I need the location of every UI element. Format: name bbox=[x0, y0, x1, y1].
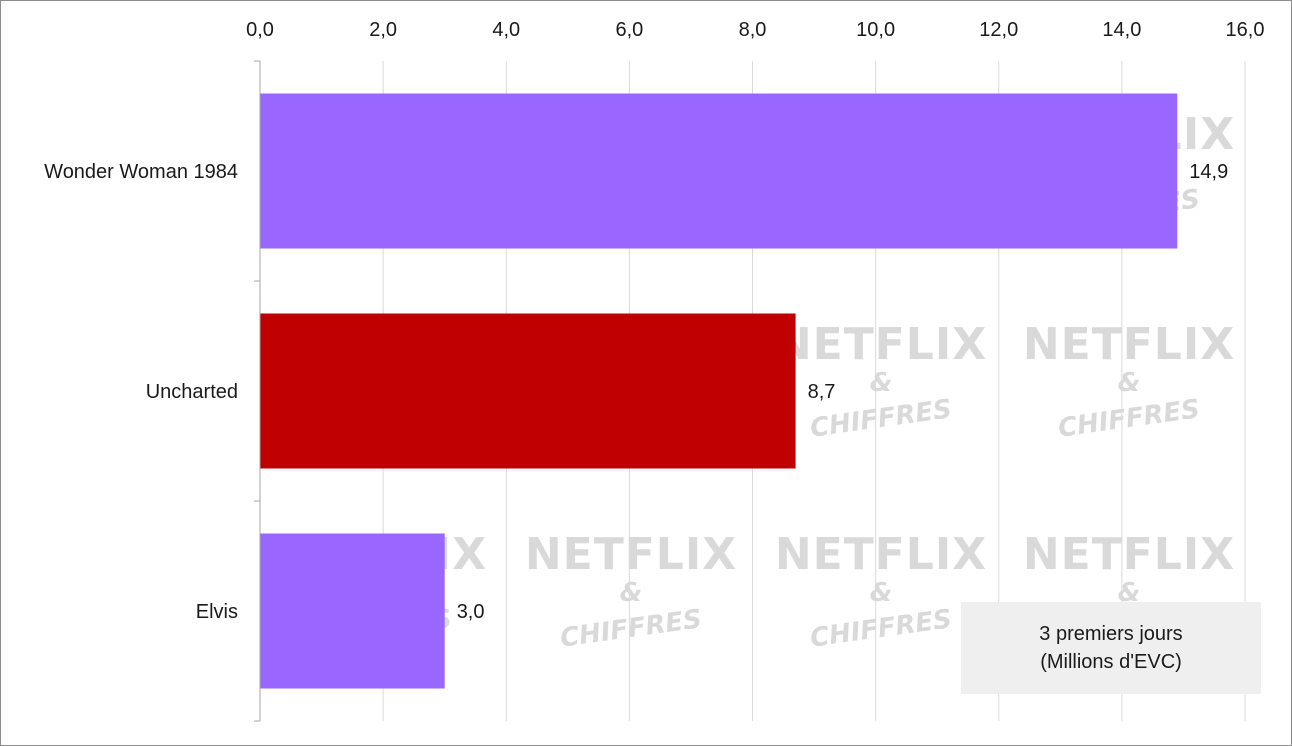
x-tick-label: 10,0 bbox=[856, 19, 895, 41]
annotation-box: 3 premiers jours (Millions d'EVC) bbox=[961, 602, 1261, 694]
watermark-line-2: & bbox=[1118, 578, 1141, 608]
watermark-line-1: NETFLIX bbox=[1023, 529, 1235, 580]
data-label: 3,0 bbox=[457, 601, 485, 623]
watermark-line-1: NETFLIX bbox=[775, 319, 987, 370]
x-tick-label: 16,0 bbox=[1226, 19, 1265, 41]
watermark-line-3: CHIFFRES bbox=[558, 604, 703, 654]
category-label: Uncharted bbox=[146, 381, 238, 403]
watermark-line-2: & bbox=[870, 578, 893, 608]
x-tick-label: 6,0 bbox=[615, 19, 643, 41]
bar bbox=[260, 533, 445, 689]
watermark-line-2: & bbox=[620, 578, 643, 608]
watermark-line-1: NETFLIX bbox=[525, 529, 737, 580]
x-tick-label: 2,0 bbox=[369, 19, 397, 41]
labels: 14,9 Wonder Woman 1984 8,7 Uncharted 3,0 Elvi… bbox=[44, 19, 1264, 623]
x-tick-label: 0,0 bbox=[246, 19, 274, 41]
annotation-line-2: (Millions d'EVC) bbox=[1040, 651, 1182, 673]
axes bbox=[254, 60, 261, 722]
watermark-line-2: & bbox=[870, 368, 893, 398]
data-label: 8,7 bbox=[808, 381, 836, 403]
watermark-line-1: NETFLIX bbox=[1023, 319, 1235, 370]
data-label: 14,9 bbox=[1189, 161, 1228, 183]
bars bbox=[260, 93, 1178, 689]
watermark: NETFLIX&CHIFFRES bbox=[775, 529, 987, 654]
watermark-line-3: CHIFFRES bbox=[808, 604, 953, 654]
x-tick-label: 8,0 bbox=[739, 19, 767, 41]
watermark-line-3: CHIFFRES bbox=[1056, 394, 1201, 444]
watermark-line-1: NETFLIX bbox=[775, 529, 987, 580]
watermark: NETFLIX&CHIFFRES bbox=[1023, 319, 1235, 444]
x-tick-label: 12,0 bbox=[979, 19, 1018, 41]
x-tick-label: 14,0 bbox=[1102, 19, 1141, 41]
x-tick-label: 4,0 bbox=[492, 19, 520, 41]
category-label: Elvis bbox=[196, 601, 238, 623]
annotation-line-1: 3 premiers jours bbox=[1039, 623, 1183, 645]
category-label: Wonder Woman 1984 bbox=[44, 161, 238, 183]
watermark-line-2: & bbox=[1118, 368, 1141, 398]
bar bbox=[260, 93, 1178, 249]
bar bbox=[260, 313, 796, 469]
watermark: NETFLIX&CHIFFRES bbox=[525, 529, 737, 654]
